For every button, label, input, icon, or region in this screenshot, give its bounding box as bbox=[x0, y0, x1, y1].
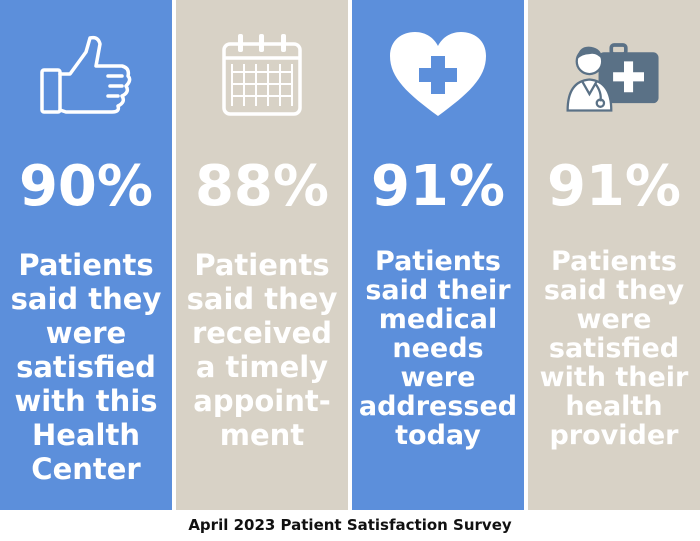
desc-line: Health bbox=[32, 418, 140, 452]
desc-line: ment bbox=[219, 418, 305, 452]
desc-line: health bbox=[565, 391, 663, 422]
stat-value: 91% bbox=[546, 154, 682, 219]
stat-panel-satisfied-center: 90% Patients said they were satisfied wi… bbox=[0, 0, 172, 510]
desc-line: satisfied bbox=[548, 333, 680, 364]
desc-line: Patients bbox=[194, 248, 330, 282]
desc-line: were bbox=[45, 316, 127, 350]
stat-description: Patients said they received a timely app… bbox=[180, 248, 344, 452]
calendar-icon bbox=[212, 30, 312, 120]
desc-line: Patients bbox=[551, 246, 677, 277]
desc-line: were bbox=[400, 362, 476, 393]
desc-line: with their bbox=[539, 362, 689, 393]
doctor-kit-icon bbox=[564, 30, 664, 120]
desc-line: were bbox=[576, 304, 652, 335]
survey-footer: April 2023 Patient Satisfaction Survey bbox=[188, 516, 512, 534]
stat-value: 90% bbox=[18, 154, 154, 219]
desc-line: medical bbox=[378, 304, 498, 335]
desc-line: Patients bbox=[375, 246, 501, 277]
desc-line: said their bbox=[365, 275, 511, 306]
desc-line: Patients bbox=[18, 248, 154, 282]
desc-line: Center bbox=[31, 452, 141, 486]
desc-line: appoint- bbox=[193, 384, 331, 418]
stat-panel-satisfied-provider: 91% Patients said they were satisfied wi… bbox=[528, 0, 700, 510]
stat-panel-timely-appointment: 88% Patients said they received a timely… bbox=[176, 0, 348, 510]
stat-value: 88% bbox=[194, 154, 330, 219]
stat-description: Patients said they were satisfied with t… bbox=[4, 248, 168, 486]
thumbs-up-icon bbox=[36, 30, 136, 120]
stat-panel-medical-needs: 91% Patients said their medical needs we… bbox=[352, 0, 524, 510]
desc-line: today bbox=[395, 420, 481, 451]
desc-line: provider bbox=[549, 420, 679, 451]
desc-line: said they bbox=[186, 282, 338, 316]
heart-medical-icon bbox=[388, 30, 488, 120]
desc-line: said they bbox=[543, 275, 685, 306]
desc-line: satisfied bbox=[16, 350, 156, 384]
desc-line: addressed bbox=[358, 391, 518, 422]
desc-line: needs bbox=[392, 333, 484, 364]
stat-value: 91% bbox=[370, 154, 506, 219]
desc-line: with this bbox=[14, 384, 158, 418]
stats-panels: 90% Patients said they were satisfied wi… bbox=[0, 0, 700, 510]
desc-line: a timely bbox=[195, 350, 329, 384]
desc-line: received bbox=[191, 316, 333, 350]
desc-line: said they bbox=[10, 282, 162, 316]
stat-description: Patients said their medical needs were a… bbox=[356, 247, 520, 450]
stat-description: Patients said they were satisfied with t… bbox=[532, 247, 696, 450]
